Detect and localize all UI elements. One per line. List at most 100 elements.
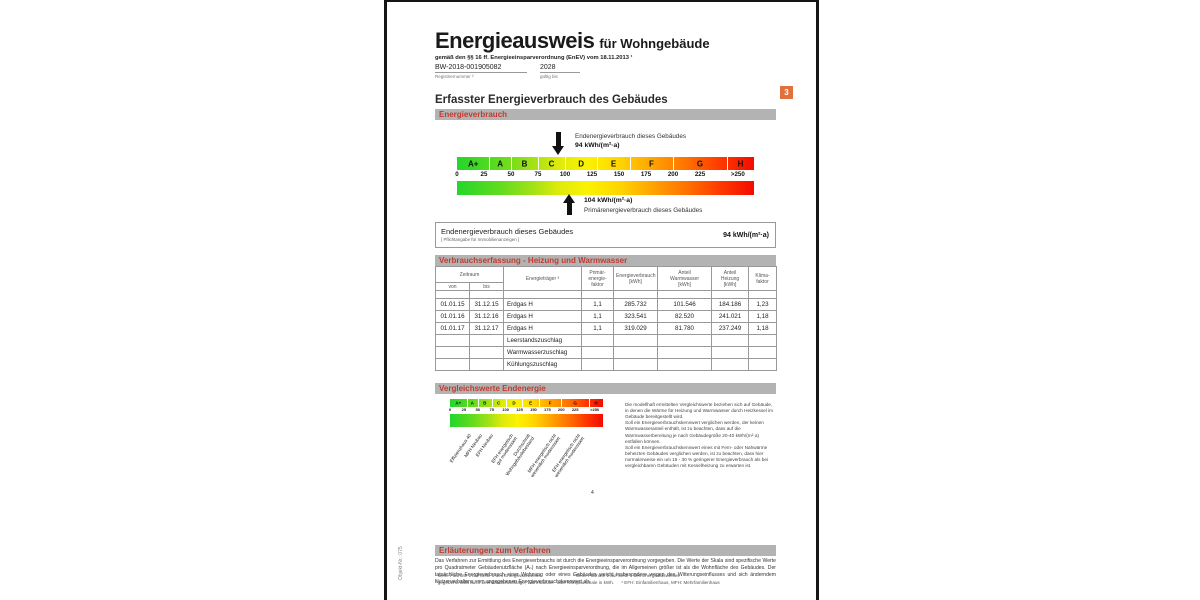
- table-cell: [657, 358, 713, 371]
- scale-band-a+: A+: [455, 400, 462, 406]
- table-cell: 01.01.17: [435, 322, 470, 335]
- scale-band-a: A: [470, 400, 474, 406]
- scale-tick: 225: [571, 407, 579, 412]
- table-cell: Erdgas H: [503, 322, 583, 335]
- header-von: von: [435, 282, 470, 291]
- table-cell: [748, 290, 778, 299]
- table-cell: [468, 346, 505, 359]
- footnote: ³ gegebenenfalls auch Leerstandszuschläg…: [435, 580, 615, 585]
- table-row: 01.01.16 31.12.16 Erdgas H 1,1 323.541 82.520…: [435, 310, 778, 323]
- table-cell: 319.029: [613, 322, 659, 335]
- vergleichswerte-bar: Vergleichswerte Endenergie: [435, 383, 776, 394]
- consumption-table: Zeitraum Energieträger ³ Primär- energie…: [434, 266, 778, 371]
- header-klimafaktor: Klima- faktor: [748, 266, 778, 291]
- table-cell: [748, 358, 778, 371]
- header-energieverbrauch: Energieverbrauch [kWh]: [613, 266, 659, 291]
- scale-tick: 200: [557, 407, 565, 412]
- scale-tick: 50: [507, 171, 515, 178]
- table-row: 01.01.17 31.12.17 Erdgas H 1,1 319.029 81.780…: [435, 322, 778, 335]
- scale-band-h: H: [594, 400, 598, 406]
- table-cell: 1,1: [581, 322, 615, 335]
- table-cell: [503, 290, 583, 299]
- band-divider: [489, 157, 491, 170]
- table-cell: [711, 334, 750, 347]
- comparison-scale-gradient: [450, 414, 603, 427]
- page-number-badge: 3: [780, 86, 793, 99]
- scale-tick: 0: [448, 407, 452, 412]
- result-box-note: [ Pflichtangabe für Immobilienanzeigen ]: [441, 237, 520, 242]
- object-number-note: Objekt-Nr.: 075: [398, 546, 404, 580]
- band-divider: [629, 157, 631, 170]
- comparison-footnote-marker: 4: [591, 490, 594, 496]
- band-divider: [505, 399, 507, 407]
- table-cell: [435, 346, 470, 359]
- scale-tick: 125: [586, 171, 598, 178]
- band-divider: [539, 399, 541, 407]
- table-cell: 1,1: [581, 298, 615, 311]
- scale-band-e: E: [529, 400, 533, 406]
- scale-band-a: A: [497, 159, 504, 168]
- table-cell: 285.732: [613, 298, 659, 311]
- verbrauchserfassung-bar: Verbrauchserfassung - Heizung und Warmwa…: [435, 255, 776, 266]
- title-suffix: für Wohngebäude: [599, 36, 710, 51]
- table-cell: [711, 346, 750, 359]
- table-cell: 31.12.16: [468, 310, 505, 323]
- arrow-stem: [566, 203, 572, 215]
- scale-tick: 150: [530, 407, 537, 412]
- scale-tick: 225: [694, 171, 706, 178]
- energy-certificate-page: Energieausweis für Wohngebäude gemäß den …: [384, 0, 819, 600]
- scale-band-d: D: [512, 400, 516, 406]
- table-cell: [711, 358, 750, 371]
- explanation-text: Das Verfahren zur Ermittlung des Energie…: [435, 558, 776, 585]
- footnote: ⁴ EFH: Einfamilienhaus, MFH: Mehrfamilie…: [621, 580, 720, 585]
- scale-tick: 200: [667, 171, 679, 178]
- table-cell: [748, 334, 778, 347]
- table-cell: [435, 334, 470, 347]
- table-cell: [657, 346, 713, 359]
- scale-tick: 125: [516, 407, 523, 412]
- comparison-scale-bands: A+ A B C D E F G H: [450, 399, 603, 407]
- table-cell: [657, 290, 713, 299]
- page-title: Energieausweis für Wohngebäude: [435, 28, 710, 54]
- table-cell: [468, 334, 505, 347]
- band-divider: [565, 157, 566, 170]
- erlaeuterungen-bar: Erläuterungen zum Verfahren: [435, 545, 776, 556]
- table-cell: Erdgas H: [503, 310, 583, 323]
- primary-energy-value: 104 kWh/(m²·a): [584, 197, 633, 204]
- table-cell: Kühlungszuschlag: [503, 358, 583, 371]
- header-zeitraum: Zeitraum: [434, 266, 505, 283]
- band-divider: [538, 157, 539, 170]
- table-row: 01.01.15 31.12.15 Erdgas H 1,1 285.732 101.54…: [435, 298, 778, 311]
- scale-tick: 75: [489, 407, 494, 412]
- footnote: ¹ siehe Fußnote 1 auf Seite 1 des Energi…: [435, 573, 542, 578]
- end-energy-value: 94 kWh/(m²·a): [575, 142, 620, 149]
- header-bis: bis: [468, 282, 505, 291]
- scale-tick: 175: [640, 171, 652, 178]
- table-cell: Erdgas H: [503, 298, 583, 311]
- scale-tick: 100: [502, 407, 509, 412]
- table-cell: [613, 346, 659, 359]
- scale-band-f: F: [648, 159, 654, 168]
- table-cell: 31.12.17: [468, 322, 505, 335]
- band-divider: [522, 399, 524, 407]
- table-cell: [613, 334, 659, 347]
- table-cell: 1,1: [581, 310, 615, 323]
- table-cell: [748, 346, 778, 359]
- scale-tick: >250: [730, 171, 745, 178]
- band-divider: [491, 399, 493, 407]
- table-row-empty: [435, 290, 778, 299]
- scale-tick: 50: [475, 407, 481, 412]
- table-cell: [581, 290, 615, 299]
- primary-energy-arrow-icon: [563, 194, 576, 215]
- header-energietraeger: Energieträger ³: [503, 266, 583, 291]
- band-divider: [597, 157, 599, 170]
- scale-band-c: C: [548, 159, 555, 168]
- band-divider: [673, 157, 674, 170]
- scale-tick: 150: [613, 171, 625, 178]
- scale-band-b: B: [521, 159, 528, 168]
- header-anteil-heizung: Anteil Heizung [kWh]: [711, 266, 750, 291]
- table-cell: 01.01.15: [435, 298, 470, 311]
- scale-tick: 25: [480, 171, 488, 178]
- table-cell: 1,18: [748, 322, 778, 335]
- band-divider: [466, 399, 468, 407]
